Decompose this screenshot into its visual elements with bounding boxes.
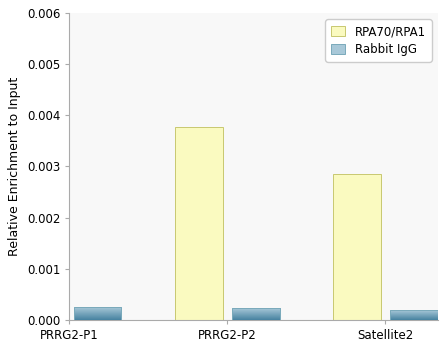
Bar [74, 307, 121, 320]
Legend: RPA70/RPA1, Rabbit IgG: RPA70/RPA1, Rabbit IgG [325, 19, 432, 62]
Bar [390, 310, 438, 320]
Y-axis label: Relative Enrichment to Input: Relative Enrichment to Input [8, 77, 21, 256]
Bar [175, 127, 223, 320]
Bar [17, 30, 65, 320]
Bar [333, 174, 381, 320]
Bar [232, 308, 280, 320]
